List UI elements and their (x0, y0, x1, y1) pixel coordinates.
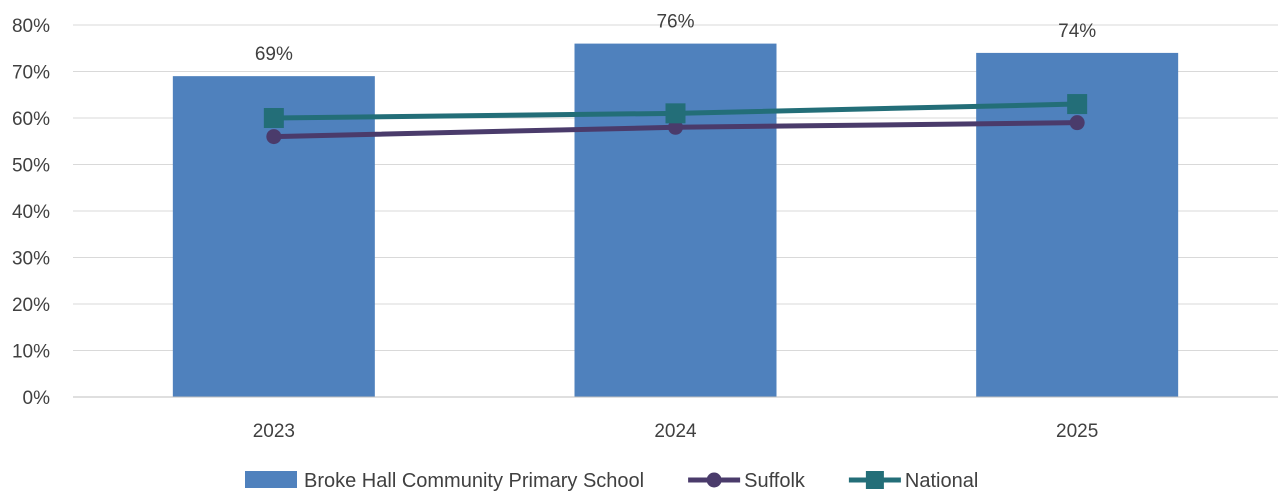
y-tick-label: 40% (12, 202, 50, 223)
y-tick-label: 60% (12, 109, 50, 130)
series-lines (263, 94, 1088, 145)
y-tick-label: 30% (12, 249, 50, 270)
x-axis-ticks: 2023 2024 2025 (253, 421, 1099, 442)
point-marker (1067, 94, 1088, 115)
data-labels: 69% 76% 74% (255, 12, 1096, 66)
y-tick-label: 10% (12, 342, 50, 363)
y-tick-label: 50% (12, 156, 50, 177)
point-marker (1069, 115, 1085, 131)
legend-marker (865, 471, 884, 489)
y-tick-label: 70% (12, 63, 50, 84)
x-tick-label: 2025 (1056, 421, 1098, 442)
y-tick-label: 20% (12, 295, 50, 316)
y-tick-label: 0% (23, 388, 51, 409)
y-axis-ticks: 0% 10% 20% 30% 40% 50% 60% 70% 80% (12, 16, 50, 409)
bars (172, 43, 1179, 398)
bar-data-label: 69% (255, 44, 293, 65)
legend-label: Broke Hall Community Primary School (304, 470, 644, 492)
x-tick-label: 2023 (253, 421, 295, 442)
point-marker (668, 119, 683, 135)
point-marker (665, 103, 686, 124)
x-tick-label: 2024 (654, 421, 697, 442)
bar (574, 43, 777, 397)
bar-data-label: 74% (1058, 21, 1096, 42)
bar-data-label: 76% (656, 12, 694, 33)
legend-label: National (905, 470, 978, 492)
legend-swatch (245, 471, 297, 488)
legend-label: Suffolk (744, 470, 806, 492)
point-marker (266, 129, 282, 145)
point-marker (263, 108, 284, 128)
legend-marker (706, 472, 722, 488)
legend: Broke Hall Community Primary School Suffo… (245, 470, 978, 492)
y-tick-label: 80% (12, 16, 50, 37)
